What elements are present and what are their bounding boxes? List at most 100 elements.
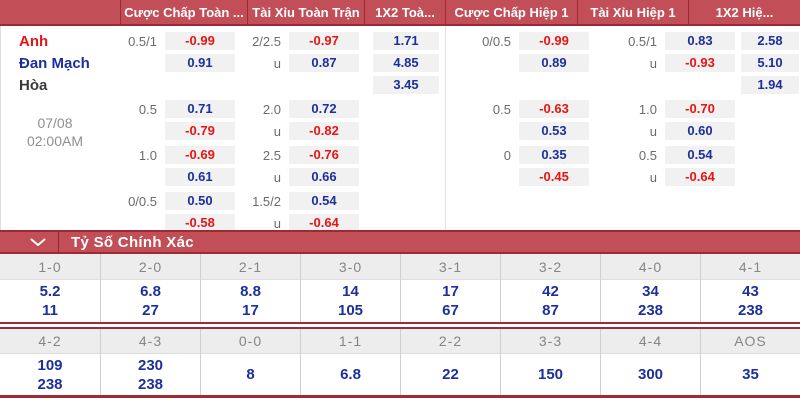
score-odds-value: 5.2 bbox=[39, 283, 61, 300]
odds-cell[interactable]: 3.45 bbox=[373, 76, 439, 94]
odds-cell[interactable]: -0.82 bbox=[289, 122, 359, 140]
h1-handicap-column: 0/0.5 -0.99 0.89 0.5 -0.63 0.53 0 0.35 -0.4… bbox=[461, 30, 589, 188]
score-odds-cell[interactable]: 6.8 bbox=[300, 354, 400, 395]
ft-handicap-column: 0.5/1 -0.99 0.91 0.5 0.71 -0.79 1.0 -0.69 0… bbox=[107, 30, 235, 234]
odds-cell[interactable]: 0.72 bbox=[289, 100, 359, 118]
odds-cell[interactable]: -0.79 bbox=[165, 122, 235, 140]
score-odds-value: 238 bbox=[737, 302, 764, 319]
score-label: 2-2 bbox=[400, 329, 500, 354]
score-odds-cell[interactable]: 14 105 bbox=[300, 280, 400, 322]
odds-cell[interactable]: -0.76 bbox=[289, 146, 359, 164]
score-odds-cell[interactable]: 8 bbox=[200, 354, 300, 395]
odds-cell[interactable]: -0.99 bbox=[165, 32, 235, 50]
correct-score-grid-2: 4-2 4-3 0-0 1-1 2-2 3-3 4-4 AOS 109 238 2… bbox=[0, 329, 800, 395]
score-label: 3-2 bbox=[500, 254, 600, 280]
odds-cell[interactable]: 4.85 bbox=[373, 54, 439, 72]
odds-cell[interactable]: 0.87 bbox=[289, 54, 359, 72]
odds-cell[interactable]: 1.71 bbox=[373, 32, 439, 50]
total-label: 1.5/2 bbox=[252, 193, 281, 209]
total-label: u bbox=[273, 215, 281, 231]
team-away: Đan Mạch bbox=[19, 54, 90, 72]
score-odds-value: 34 bbox=[642, 283, 659, 300]
score-label: 4-0 bbox=[600, 254, 700, 280]
odds-cell[interactable]: 0.53 bbox=[519, 122, 589, 140]
chevron-down-icon[interactable] bbox=[30, 238, 46, 247]
score-odds-cell[interactable]: 230 238 bbox=[100, 354, 200, 395]
score-odds-cell[interactable]: 17 67 bbox=[400, 280, 500, 322]
odds-cell[interactable]: 5.10 bbox=[741, 54, 799, 72]
score-odds-cell[interactable]: 8.8 17 bbox=[200, 280, 300, 322]
score-label: 3-1 bbox=[400, 254, 500, 280]
score-odds-value: 150 bbox=[537, 366, 564, 383]
odds-cell[interactable]: -0.93 bbox=[665, 54, 735, 72]
odds-cell[interactable]: 0.91 bbox=[165, 54, 235, 72]
bottom-border bbox=[0, 395, 800, 398]
odds-body: Anh Đan Mạch Hòa 07/08 02:00AM 0.5/1 -0.9… bbox=[0, 26, 800, 232]
header-spacer bbox=[0, 0, 120, 24]
score-odds-cell[interactable]: 109 238 bbox=[0, 354, 100, 395]
total-label: 2.0 bbox=[262, 101, 281, 117]
correct-score-title: Tỷ Số Chính Xác bbox=[71, 233, 194, 251]
score-odds-value: 14 bbox=[342, 283, 359, 300]
odds-cell[interactable]: 0.66 bbox=[289, 168, 359, 186]
score-odds-value: 109 bbox=[37, 356, 63, 374]
odds-cell[interactable]: -0.70 bbox=[665, 100, 735, 118]
score-odds-cell[interactable]: 5.2 11 bbox=[0, 280, 100, 322]
score-odds-cell[interactable]: 6.8 27 bbox=[100, 280, 200, 322]
odds-cell[interactable]: -0.69 bbox=[165, 146, 235, 164]
odds-cell[interactable]: 0.54 bbox=[289, 192, 359, 210]
odds-cell[interactable]: -0.45 bbox=[519, 168, 589, 186]
odds-cell[interactable]: 2.58 bbox=[741, 32, 799, 50]
odds-cell[interactable]: 0.71 bbox=[165, 100, 235, 118]
score-odds-value: 8 bbox=[246, 366, 255, 383]
odds-cell[interactable]: 0.35 bbox=[519, 146, 589, 164]
handicap-label: 1.0 bbox=[138, 147, 157, 163]
odds-cell[interactable]: 0.61 bbox=[165, 168, 235, 186]
score-odds-cell[interactable]: 22 bbox=[400, 354, 500, 395]
score-odds-cell[interactable]: 300 bbox=[600, 354, 700, 395]
h1-overunder-column: 0.5/1 0.83 u -0.93 1.0 -0.70 u 0.60 0.5 0.54 … bbox=[609, 30, 735, 188]
odds-cell[interactable]: -0.58 bbox=[165, 214, 235, 232]
odds-cell[interactable]: 0.60 bbox=[665, 122, 735, 140]
score-odds-cell[interactable]: 35 bbox=[700, 354, 800, 395]
odds-cell[interactable]: 0.50 bbox=[165, 192, 235, 210]
odds-header-row: Cược Chấp Toàn ... Tài Xỉu Toàn Trận 1X2… bbox=[0, 0, 800, 26]
score-label: 4-1 bbox=[700, 254, 800, 280]
match-hour: 02:00AM bbox=[26, 133, 84, 149]
handicap-label: 0.5/1 bbox=[128, 33, 157, 49]
odds-cell[interactable]: 0.54 bbox=[665, 146, 735, 164]
total-label: u bbox=[273, 55, 281, 71]
odds-cell[interactable]: -0.64 bbox=[665, 168, 735, 186]
team-draw: Hòa bbox=[19, 76, 48, 94]
odds-cell[interactable]: 1.94 bbox=[741, 76, 799, 94]
col-header-h1-handicap: Cược Chấp Hiệp 1 bbox=[445, 0, 577, 24]
correct-score-section-bar[interactable]: Tỷ Số Chính Xác bbox=[0, 230, 800, 254]
h1-1x2-column: 2.58 5.10 1.94 bbox=[741, 30, 799, 96]
score-odds-cell[interactable]: 42 87 bbox=[500, 280, 600, 322]
score-odds-cell[interactable]: 43 238 bbox=[700, 280, 800, 322]
handicap-label: 0/0.5 bbox=[482, 33, 511, 49]
score-odds-value: 17 bbox=[242, 302, 259, 319]
score-odds-cell[interactable]: 150 bbox=[500, 354, 600, 395]
score-odds-value: 300 bbox=[637, 366, 664, 383]
total-label: u bbox=[273, 123, 281, 139]
odds-cell[interactable]: -0.97 bbox=[289, 32, 359, 50]
odds-cell[interactable]: -0.99 bbox=[519, 32, 589, 50]
score-odds-value: 87 bbox=[542, 302, 559, 319]
odds-cell[interactable]: 0.89 bbox=[519, 54, 589, 72]
score-odds-value: 238 bbox=[137, 375, 164, 393]
odds-cell[interactable]: -0.64 bbox=[289, 214, 359, 232]
handicap-label: 0.5 bbox=[492, 101, 511, 117]
total-label: u bbox=[273, 169, 281, 185]
team-home: Anh bbox=[19, 32, 49, 50]
score-label: 4-2 bbox=[0, 329, 100, 354]
score-odds-cell[interactable]: 34 238 bbox=[600, 280, 700, 322]
total-label: 2.5 bbox=[262, 147, 281, 163]
score-odds-value: 6.8 bbox=[140, 283, 161, 300]
col-header-ft-1x2: 1X2 Toà... bbox=[364, 0, 445, 24]
bar-divider bbox=[58, 232, 59, 252]
odds-cell[interactable]: -0.63 bbox=[519, 100, 589, 118]
score-odds-value: 27 bbox=[142, 302, 159, 319]
odds-cell[interactable]: 0.83 bbox=[665, 32, 735, 50]
